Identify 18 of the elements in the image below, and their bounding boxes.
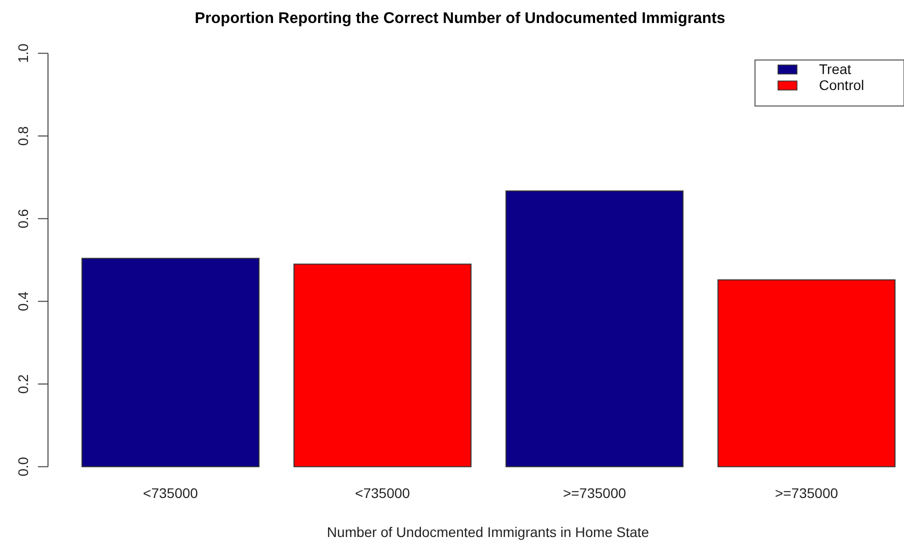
x-tick-label: <735000	[355, 485, 410, 501]
y-tick-label: 0.8	[15, 126, 31, 146]
bar	[505, 190, 684, 468]
bar	[81, 258, 260, 468]
y-tick-label: 0.2	[15, 374, 31, 394]
bar	[717, 279, 896, 468]
x-axis-title: Number of Undocmented Immigrants in Home State	[326, 524, 650, 540]
x-tick-label: >=735000	[562, 485, 626, 501]
bar	[293, 264, 472, 468]
legend-label: Treat	[819, 61, 852, 77]
legend-label: Control	[819, 77, 864, 93]
y-tick-label: 0.6	[15, 208, 31, 228]
x-tick-label: <735000	[143, 485, 198, 501]
y-tick-label: 0.4	[15, 291, 31, 312]
y-tick-label: 0.0	[15, 456, 31, 476]
y-tick-label: 1.0	[15, 43, 31, 64]
x-tick-label: >=735000	[774, 485, 838, 501]
chart-title: Proportion Reporting the Correct Number of Undocumented Immigrants	[194, 10, 726, 27]
